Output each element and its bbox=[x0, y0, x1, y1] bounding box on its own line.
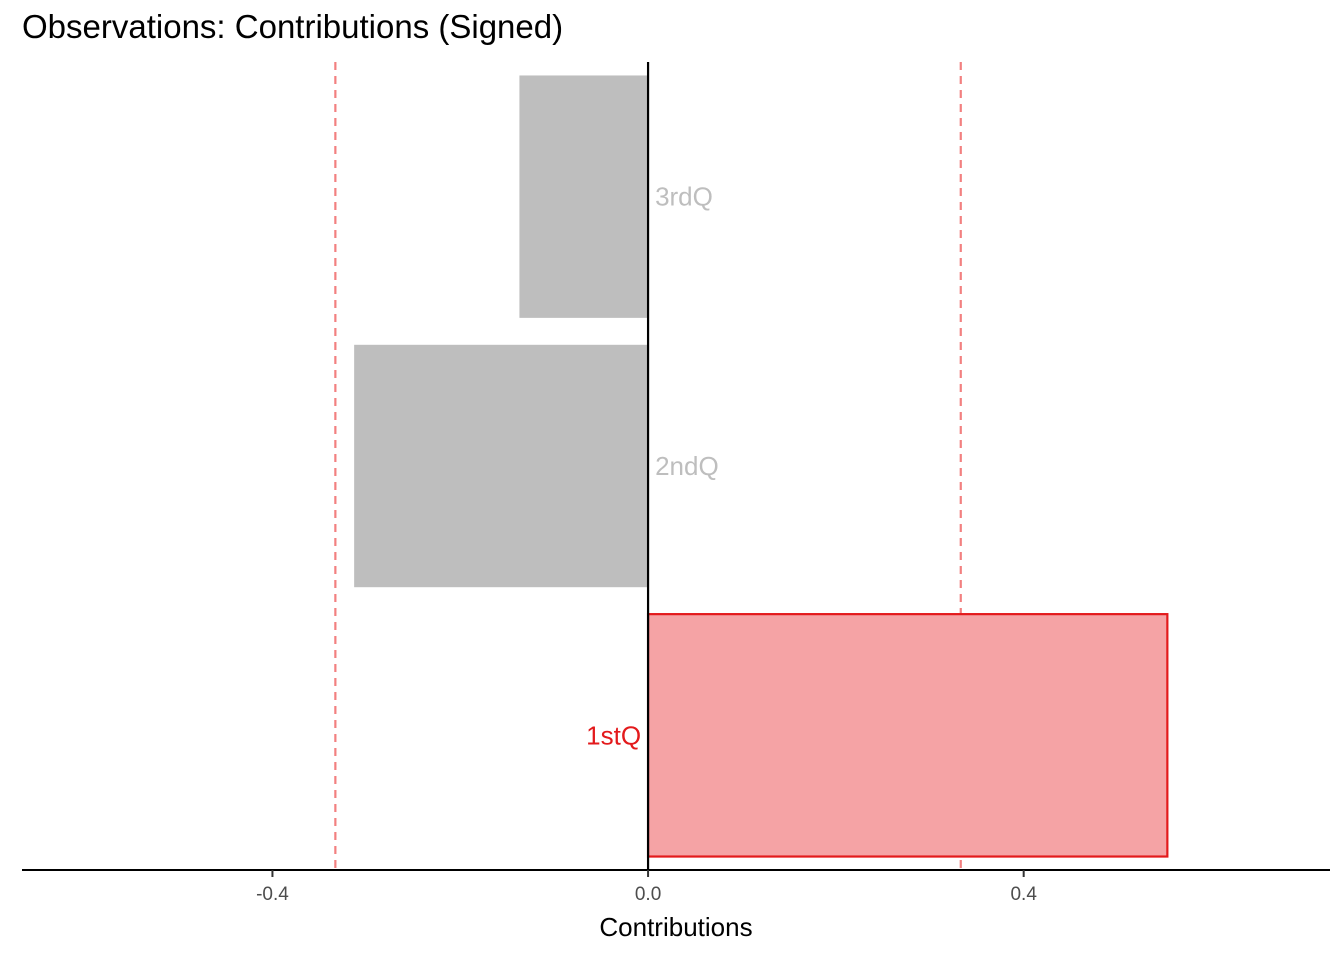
x-tick-label: -0.4 bbox=[256, 884, 289, 905]
bar-label-3rdq: 3rdQ bbox=[655, 182, 713, 212]
bar-label-1stq: 1stQ bbox=[586, 720, 641, 750]
bar-2ndq bbox=[354, 344, 649, 588]
bars bbox=[354, 75, 1169, 858]
bar-labels: 1stQ 2ndQ 3rdQ bbox=[586, 182, 719, 751]
x-tick-label: 0.4 bbox=[1010, 884, 1037, 905]
chart-title: Observations: Contributions (Signed) bbox=[22, 8, 564, 45]
bar-label-2ndq: 2ndQ bbox=[655, 451, 719, 481]
x-tick-label: 0.0 bbox=[635, 884, 661, 905]
bar-3rdq bbox=[519, 75, 649, 318]
x-axis-title: Contributions bbox=[599, 912, 752, 942]
x-axis-ticks: -0.4 0.0 0.4 bbox=[256, 870, 1037, 905]
bar-1stq bbox=[646, 613, 1169, 858]
